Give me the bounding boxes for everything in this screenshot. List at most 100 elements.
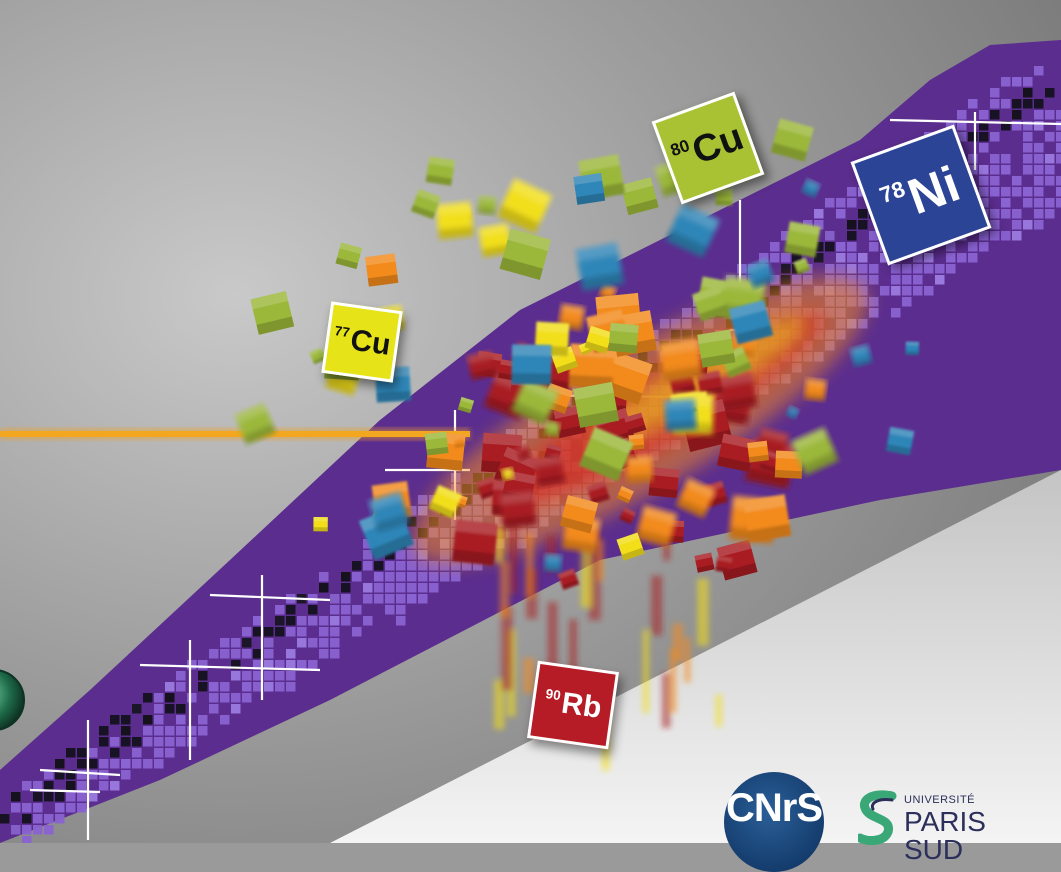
isotope-cell — [451, 561, 461, 571]
isotope-cell — [77, 748, 87, 758]
fragment-streak — [569, 619, 578, 674]
isotope-cell — [77, 781, 87, 791]
cube-face — [747, 440, 770, 463]
isotope-cell — [308, 616, 318, 626]
fragment-cube — [559, 494, 599, 534]
cube-shade — [801, 451, 839, 476]
isotope-cell — [1023, 165, 1033, 175]
isotope-cell — [165, 748, 175, 758]
isotope-cell — [1023, 220, 1033, 230]
isotope-cell — [363, 550, 373, 560]
isotope-cell — [176, 671, 186, 681]
cube-shade — [555, 360, 579, 374]
cube-shade — [561, 579, 580, 590]
cube-shade — [544, 430, 559, 437]
isotope-cell — [1012, 121, 1022, 131]
isotope-cell — [132, 737, 142, 747]
fragment-cube — [250, 290, 295, 335]
isotope-cell — [836, 253, 846, 263]
isotope-cell — [198, 660, 208, 670]
isotope-cell — [1023, 187, 1033, 197]
isotope-cell — [968, 154, 978, 164]
cube-shade — [705, 495, 728, 508]
cube-face — [499, 228, 552, 280]
isotope-cell — [341, 616, 351, 626]
isotope-cell — [352, 561, 362, 571]
fragment-cube — [578, 426, 634, 482]
isotope-cell — [308, 660, 318, 670]
isotope-cell — [781, 253, 791, 263]
fragment-cube — [658, 337, 703, 383]
cube-highlight — [790, 427, 829, 452]
fragment-cube — [584, 325, 613, 354]
university-label: UNIVERSITÉ — [904, 794, 976, 806]
isotope-cell — [385, 583, 395, 593]
fragment-cube — [453, 435, 466, 448]
isotope-cell — [1034, 176, 1044, 186]
cube-highlight — [608, 350, 653, 376]
isotope-cell — [33, 825, 43, 835]
isotope-cell — [836, 209, 846, 219]
isotope-cell — [957, 132, 967, 142]
cube-shade — [584, 341, 608, 354]
cube-shade — [770, 142, 808, 162]
cube-highlight — [677, 203, 720, 231]
isotope-cell — [770, 242, 780, 252]
cube-face — [648, 467, 680, 498]
fragment-streak — [651, 575, 663, 636]
cube-highlight — [535, 321, 570, 333]
isotope-cell — [891, 275, 901, 285]
isotope-cell — [682, 308, 692, 318]
cube-highlight — [546, 443, 562, 452]
cube-shade — [483, 396, 523, 420]
fragment-cube — [335, 242, 363, 270]
lower-light-area — [330, 470, 1061, 843]
cube-shade — [748, 454, 770, 463]
isotope-cell — [1034, 209, 1044, 219]
isotope-cell — [418, 561, 428, 571]
isotope-cell — [220, 715, 230, 725]
cube-highlight — [691, 285, 722, 303]
fragment-streak — [546, 535, 556, 572]
universite-paris-sud-logo: UNIVERSITÉ PARIS SUD — [858, 790, 1018, 865]
isotope-cell — [1045, 165, 1055, 175]
cube-shade — [608, 342, 637, 354]
cube-highlight — [435, 484, 463, 502]
isotope-cell — [451, 572, 461, 582]
cube-shade — [454, 443, 466, 448]
cube-shade — [626, 474, 653, 483]
isotope-cell — [209, 649, 219, 659]
cube-highlight — [499, 490, 535, 505]
fragment-streak — [588, 533, 601, 621]
isotope-cell — [858, 253, 868, 263]
fragment-cube — [568, 343, 615, 390]
fragment-cube — [575, 242, 625, 292]
cube-highlight — [905, 341, 920, 346]
fragment-cube — [885, 426, 915, 456]
cube-shade — [325, 379, 356, 396]
isotope-cell — [154, 715, 164, 725]
isotope-cell — [110, 781, 120, 791]
cube-shade — [313, 527, 328, 532]
isotope-cell — [176, 726, 186, 736]
isotope-cell — [990, 110, 1000, 120]
isotope-cell — [44, 825, 54, 835]
fragment-cube — [620, 177, 659, 216]
cube-shade — [496, 205, 540, 234]
isotope-cell — [154, 693, 164, 703]
isotope-cell — [242, 682, 252, 692]
isotope-cell — [55, 759, 65, 769]
isotope-cell — [88, 748, 98, 758]
isotope-cell — [374, 583, 384, 593]
cube-shade — [410, 204, 436, 220]
isotope-cell — [242, 693, 252, 703]
ion-beam — [0, 431, 470, 437]
fragment-cube — [543, 554, 562, 572]
isotope-cell — [297, 627, 307, 637]
cube-shade — [499, 257, 543, 280]
cube-highlight — [234, 402, 268, 424]
isotope-cell — [341, 605, 351, 615]
fragment-cube — [664, 398, 697, 432]
cube-highlight — [721, 433, 756, 450]
isotope-cell — [22, 836, 32, 843]
